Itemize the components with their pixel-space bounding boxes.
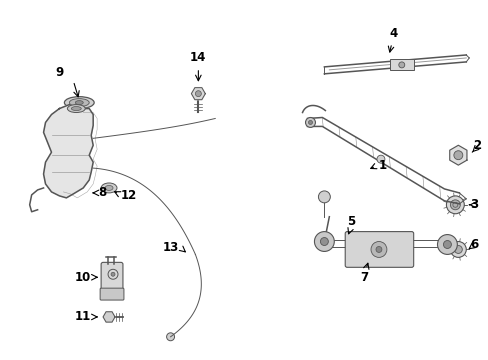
- Ellipse shape: [101, 183, 117, 193]
- Circle shape: [314, 231, 334, 251]
- Polygon shape: [43, 105, 93, 198]
- Text: 6: 6: [469, 238, 478, 251]
- Circle shape: [166, 333, 174, 341]
- Circle shape: [453, 151, 462, 159]
- Polygon shape: [389, 59, 413, 70]
- Polygon shape: [449, 145, 466, 165]
- Circle shape: [398, 62, 404, 68]
- Text: 5: 5: [346, 215, 355, 228]
- Text: 9: 9: [55, 66, 63, 79]
- Ellipse shape: [67, 105, 85, 113]
- Circle shape: [449, 242, 466, 257]
- Ellipse shape: [75, 100, 83, 105]
- Text: 7: 7: [359, 271, 367, 284]
- Circle shape: [376, 155, 384, 163]
- Circle shape: [437, 235, 456, 255]
- Circle shape: [308, 121, 312, 125]
- Circle shape: [305, 117, 315, 127]
- Circle shape: [443, 240, 450, 248]
- Ellipse shape: [71, 107, 81, 111]
- Polygon shape: [103, 312, 115, 322]
- Text: 2: 2: [472, 139, 480, 152]
- Circle shape: [318, 191, 330, 203]
- Circle shape: [375, 247, 381, 252]
- Text: 12: 12: [121, 189, 137, 202]
- Text: 8: 8: [98, 186, 106, 199]
- Text: 1: 1: [378, 159, 386, 172]
- FancyBboxPatch shape: [101, 262, 122, 294]
- Text: 3: 3: [469, 198, 477, 211]
- Ellipse shape: [105, 185, 113, 190]
- Circle shape: [370, 242, 386, 257]
- Text: 10: 10: [75, 271, 91, 284]
- FancyBboxPatch shape: [345, 231, 413, 267]
- Ellipse shape: [69, 99, 89, 107]
- Text: 11: 11: [75, 310, 91, 323]
- Circle shape: [320, 238, 327, 246]
- Circle shape: [111, 272, 115, 276]
- Text: 13: 13: [162, 241, 178, 254]
- FancyBboxPatch shape: [100, 288, 123, 300]
- Text: 14: 14: [190, 51, 206, 64]
- Ellipse shape: [64, 96, 94, 109]
- Circle shape: [195, 91, 201, 96]
- Polygon shape: [191, 87, 205, 100]
- Circle shape: [446, 196, 463, 214]
- Circle shape: [449, 200, 459, 210]
- Text: 4: 4: [389, 27, 397, 40]
- Circle shape: [453, 246, 461, 253]
